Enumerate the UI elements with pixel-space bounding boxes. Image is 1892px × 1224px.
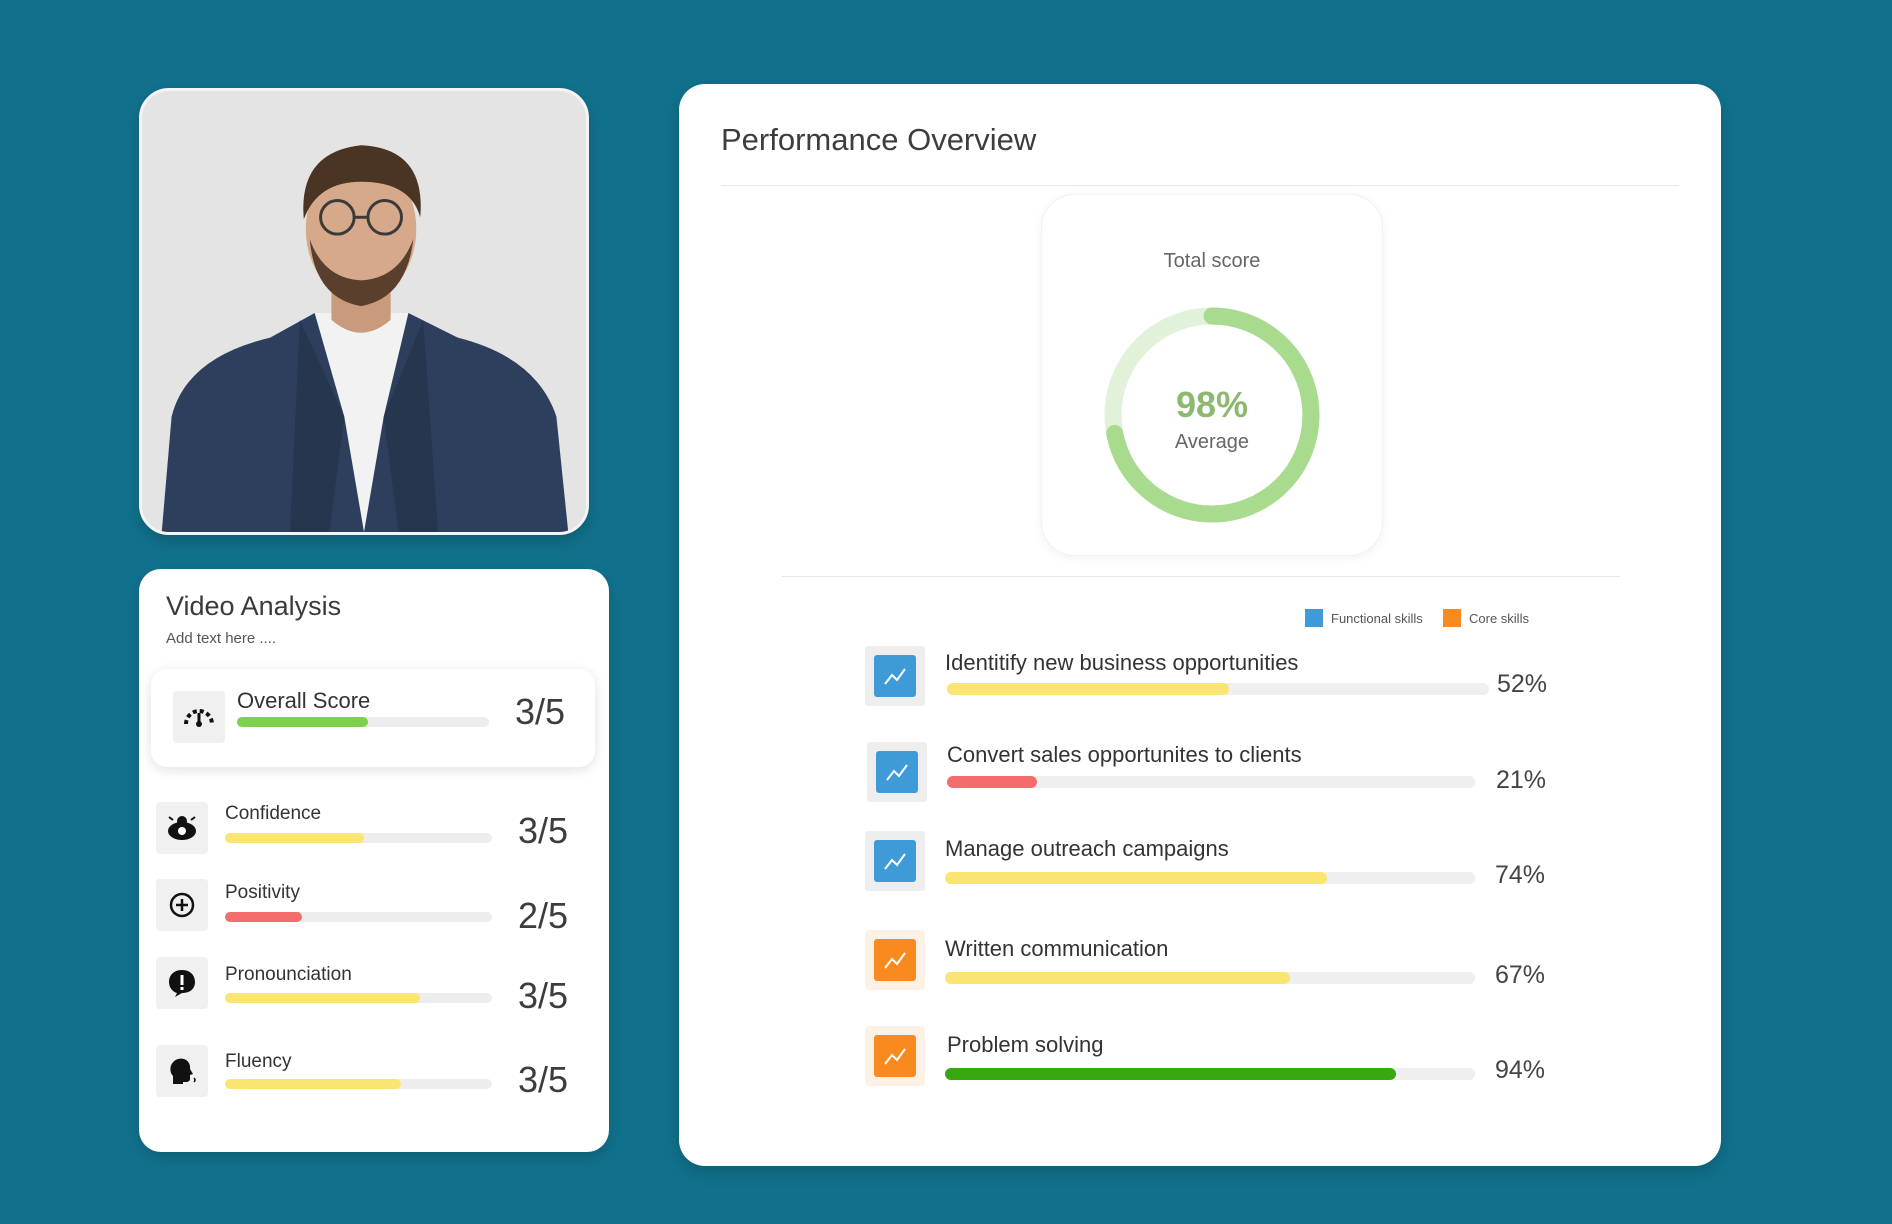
performance-overview-card: Performance Overview Total score 98% Ave…: [679, 84, 1721, 1166]
trend-icon: [874, 939, 916, 981]
video-analysis-card: Video Analysis Add text here .... Overal…: [139, 569, 609, 1152]
total-score-value: 98%: [1175, 384, 1249, 425]
divider: [721, 185, 1679, 186]
confidence-bar: [225, 833, 492, 843]
fluency-bar: [225, 1079, 492, 1089]
confidence-label: Confidence: [225, 803, 322, 824]
legend-functional-skills: Functional skills: [1305, 609, 1423, 627]
pronounciation-label: Pronounciation: [225, 964, 352, 985]
skill-bar-fill: [945, 872, 1327, 884]
overall-score-label: Overall Score: [237, 688, 371, 713]
pronounciation-bar-fill: [225, 993, 420, 1003]
total-score-box: Total score 98% Average: [1041, 194, 1383, 556]
positivity-bar-fill: [225, 912, 303, 922]
positivity-score: 2/5: [518, 895, 569, 936]
skill-bar: [947, 776, 1475, 788]
skill-percent: 52%: [1497, 670, 1548, 698]
skill-label: Manage outreach campaigns: [945, 836, 1229, 861]
trend-icon-box: [865, 1026, 925, 1086]
speedometer-icon: [173, 691, 225, 743]
trend-icon: [874, 840, 916, 882]
pronounciation-bar: [225, 993, 492, 1003]
trend-icon-box: [865, 930, 925, 990]
skill-bar-fill: [945, 972, 1290, 984]
video-analysis-title: Video Analysis: [166, 591, 342, 621]
overall-score-bar: [237, 717, 489, 727]
skill-row: Written communication 67%: [679, 930, 1721, 1000]
trend-icon-box: [867, 742, 927, 802]
trend-icon-box: [865, 831, 925, 891]
skill-label: Written communication: [945, 936, 1169, 961]
skill-row: Problem solving 94%: [679, 1026, 1721, 1096]
trend-icon: [874, 655, 916, 697]
skill-percent: 21%: [1496, 766, 1547, 794]
person-portrait-image: [142, 91, 586, 532]
skill-label: Identitify new business opportunities: [945, 650, 1299, 675]
skill-label: Convert sales opportunites to clients: [947, 742, 1302, 767]
skill-row: Identitify new business opportunities 52…: [679, 646, 1721, 716]
legend-swatch-core: [1443, 609, 1461, 627]
speech-bubble-alert-icon: [156, 957, 208, 1009]
overall-score-bar-fill: [237, 717, 369, 727]
trend-icon: [874, 1035, 916, 1077]
donut-arc: [1104, 307, 1320, 523]
skill-bar-fill: [947, 776, 1037, 788]
plus-circle-icon: [156, 879, 208, 931]
confidence-score: 3/5: [518, 810, 569, 851]
positivity-label: Positivity: [225, 882, 300, 903]
skill-bar: [945, 872, 1475, 884]
divider: [782, 576, 1620, 577]
confidence-bar-fill: [225, 833, 364, 843]
total-score-donut: [1104, 307, 1320, 523]
trend-icon-box: [865, 646, 925, 706]
skill-percent: 94%: [1495, 1056, 1546, 1084]
fluency-score: 3/5: [518, 1059, 569, 1100]
legend-label-functional: Functional skills: [1331, 610, 1423, 626]
fluency-bar-fill: [225, 1079, 402, 1089]
legend-swatch-functional: [1305, 609, 1323, 627]
confidence-icon: [156, 802, 208, 854]
positivity-bar: [225, 912, 492, 922]
trend-icon: [876, 751, 918, 793]
skill-row: Manage outreach campaigns 74%: [679, 827, 1721, 897]
skill-row: Convert sales opportunites to clients 21…: [679, 736, 1721, 806]
skill-bar: [945, 972, 1475, 984]
total-score-caption: Average: [1174, 431, 1250, 453]
skill-bar-fill: [945, 1068, 1396, 1080]
skill-bar-fill: [947, 683, 1229, 695]
overall-score-box: Overall Score 3/5: [151, 669, 595, 767]
fluency-label: Fluency: [225, 1051, 292, 1072]
skill-bar: [947, 683, 1489, 695]
pronounciation-score: 3/5: [518, 975, 569, 1016]
video-analysis-subtitle: Add text here ....: [166, 630, 277, 647]
performance-title: Performance Overview: [721, 122, 1037, 157]
overall-score-value: 3/5: [515, 691, 566, 732]
speaking-head-icon: [156, 1045, 208, 1097]
skill-label: Problem solving: [947, 1032, 1104, 1057]
skill-percent: 74%: [1495, 861, 1546, 889]
skill-bar: [945, 1068, 1475, 1080]
legend-label-core: Core skills: [1469, 610, 1529, 626]
legend-core-skills: Core skills: [1443, 609, 1529, 627]
skill-percent: 67%: [1495, 961, 1546, 989]
profile-photo: [139, 88, 589, 535]
total-score-label: Total score: [1163, 250, 1261, 272]
